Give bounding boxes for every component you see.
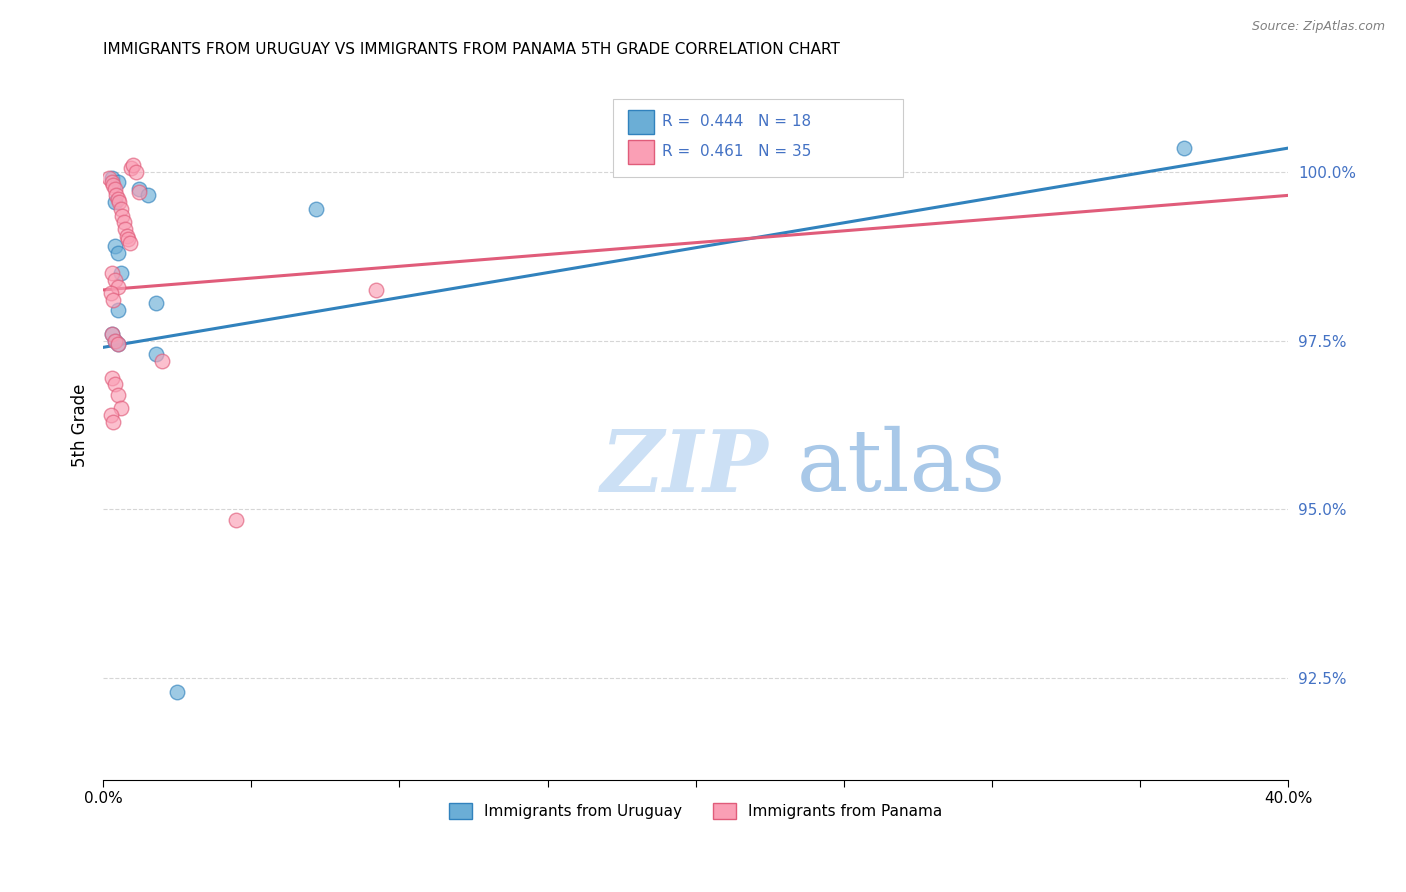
Legend: Immigrants from Uruguay, Immigrants from Panama: Immigrants from Uruguay, Immigrants from…	[443, 797, 948, 825]
Point	[225, 512, 247, 526]
Point	[101, 326, 124, 341]
Point	[120, 161, 142, 176]
Point	[107, 192, 129, 206]
Point	[110, 266, 132, 280]
Point	[112, 215, 135, 229]
Point	[101, 326, 124, 341]
Point	[108, 195, 131, 210]
Point	[111, 209, 134, 223]
Point	[107, 337, 129, 351]
Point	[128, 181, 150, 195]
Y-axis label: 5th Grade: 5th Grade	[72, 384, 89, 467]
Point	[136, 188, 159, 202]
Point	[145, 347, 167, 361]
Point	[104, 377, 127, 392]
Point	[101, 266, 124, 280]
Point	[1173, 141, 1195, 155]
Point	[305, 202, 328, 216]
Point	[101, 175, 124, 189]
Point	[100, 286, 122, 301]
Point	[121, 158, 143, 172]
Point	[104, 334, 127, 348]
Text: IMMIGRANTS FROM URUGUAY VS IMMIGRANTS FROM PANAMA 5TH GRADE CORRELATION CHART: IMMIGRANTS FROM URUGUAY VS IMMIGRANTS FR…	[103, 42, 839, 57]
Point	[128, 185, 150, 199]
Point	[118, 235, 141, 250]
Point	[110, 401, 132, 416]
FancyBboxPatch shape	[613, 99, 903, 177]
Point	[110, 202, 132, 216]
Point	[105, 188, 128, 202]
Point	[107, 337, 129, 351]
Point	[104, 273, 127, 287]
Point	[364, 283, 387, 297]
Point	[150, 354, 173, 368]
Point	[145, 296, 167, 310]
Point	[166, 685, 188, 699]
Point	[104, 195, 127, 210]
Point	[107, 279, 129, 293]
Point	[107, 387, 129, 401]
Point	[832, 154, 855, 169]
Text: ZIP: ZIP	[600, 425, 769, 509]
Point	[115, 228, 138, 243]
Point	[117, 232, 139, 246]
Text: R =  0.444   N = 18: R = 0.444 N = 18	[662, 114, 811, 129]
Point	[125, 165, 148, 179]
Point	[101, 171, 124, 186]
Text: atlas: atlas	[796, 426, 1005, 509]
Text: R =  0.461   N = 35: R = 0.461 N = 35	[662, 144, 811, 159]
FancyBboxPatch shape	[628, 110, 654, 135]
Text: Source: ZipAtlas.com: Source: ZipAtlas.com	[1251, 20, 1385, 33]
FancyBboxPatch shape	[628, 140, 654, 164]
Point	[104, 181, 127, 195]
Point	[103, 178, 125, 193]
Point	[104, 334, 127, 348]
Point	[103, 293, 125, 307]
Point	[104, 239, 127, 253]
Point	[107, 245, 129, 260]
Point	[101, 370, 124, 384]
Point	[100, 408, 122, 422]
Point	[103, 415, 125, 429]
Point	[98, 171, 121, 186]
Point	[107, 175, 129, 189]
Point	[114, 222, 136, 236]
Point	[107, 303, 129, 318]
